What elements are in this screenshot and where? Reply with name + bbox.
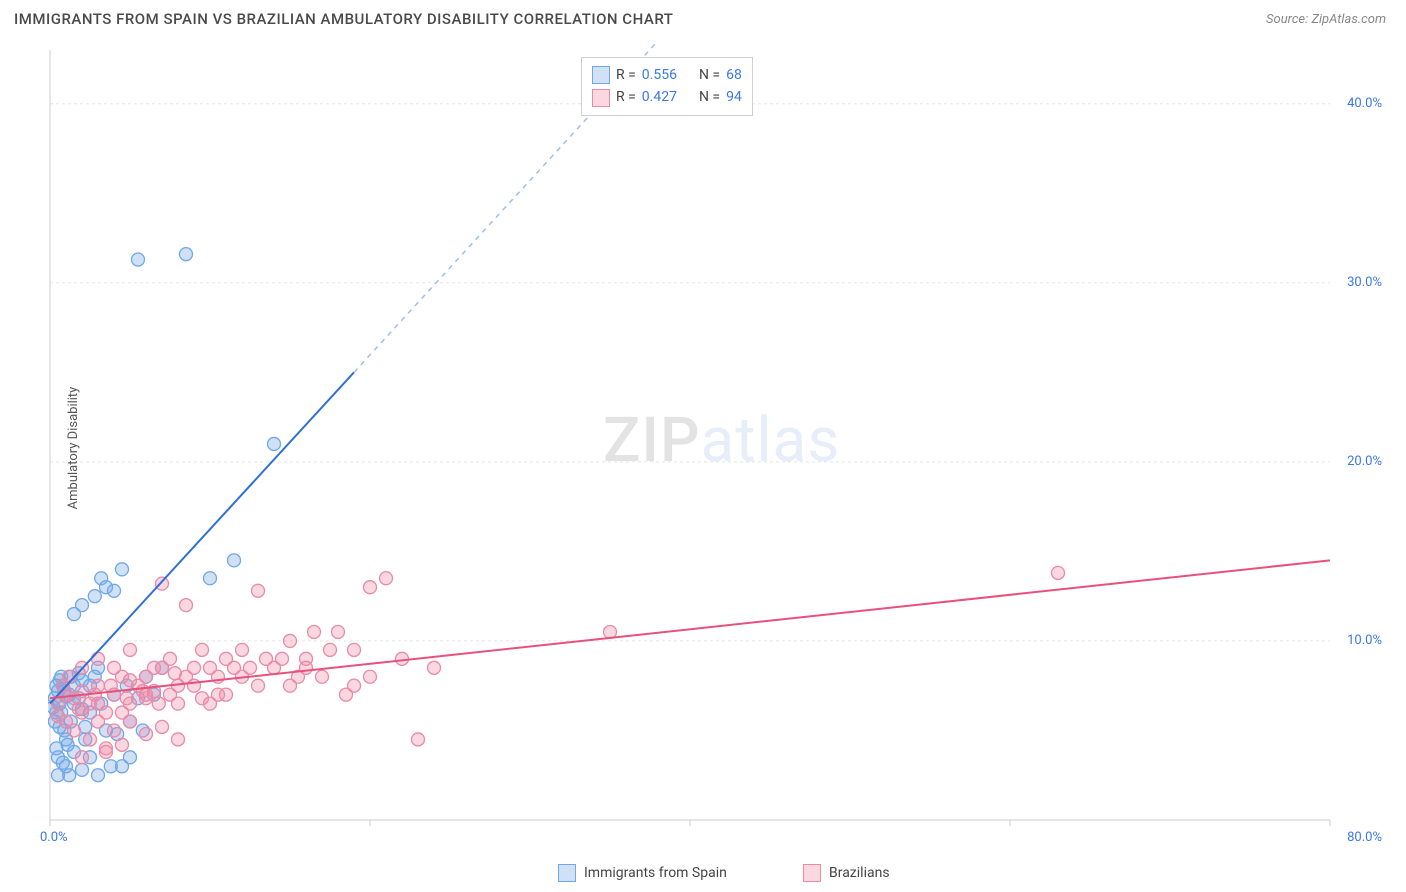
legend-label-spain: Immigrants from Spain bbox=[584, 865, 727, 881]
legend-swatch-brazil bbox=[803, 864, 821, 882]
y-tick-label: 40.0% bbox=[1347, 96, 1382, 111]
correlation-legend-box: R = 0.556 N = 68 R = 0.427 N = 94 bbox=[581, 57, 753, 116]
legend-row-spain: R = 0.556 N = 68 bbox=[592, 64, 742, 86]
legend-label-brazil: Brazilians bbox=[829, 865, 890, 881]
y-tick-label: 20.0% bbox=[1347, 454, 1382, 469]
legend-n-value-spain: 68 bbox=[726, 64, 742, 86]
bottom-legend-spain: Immigrants from Spain bbox=[558, 864, 727, 882]
legend-swatch-spain bbox=[558, 864, 576, 882]
source-label: Source: bbox=[1266, 12, 1308, 27]
source-name: ZipAtlas.com bbox=[1311, 12, 1386, 27]
chart-svg bbox=[48, 44, 1384, 852]
legend-r-value-brazil: 0.427 bbox=[642, 86, 677, 108]
x-tick-label: 0.0% bbox=[40, 830, 68, 845]
legend-n-label: N = bbox=[699, 86, 720, 108]
legend-r-label: R = bbox=[616, 86, 636, 108]
legend-n-value-brazil: 94 bbox=[726, 86, 742, 108]
chart-title: IMMIGRANTS FROM SPAIN VS BRAZILIAN AMBUL… bbox=[14, 10, 673, 28]
scatter-chart: Ambulatory Disability ZIPatlas R = 0.556… bbox=[48, 44, 1384, 852]
y-axis-label: Ambulatory Disability bbox=[66, 387, 81, 510]
y-tick-label: 10.0% bbox=[1347, 633, 1382, 648]
x-tick-label: 80.0% bbox=[1347, 830, 1382, 845]
legend-swatch-spain bbox=[592, 66, 610, 84]
legend-row-brazil: R = 0.427 N = 94 bbox=[592, 86, 742, 108]
legend-r-value-spain: 0.556 bbox=[642, 64, 677, 86]
bottom-legend-brazil: Brazilians bbox=[803, 864, 890, 882]
y-tick-label: 30.0% bbox=[1347, 275, 1382, 290]
legend-swatch-brazil bbox=[592, 89, 610, 107]
chart-header: IMMIGRANTS FROM SPAIN VS BRAZILIAN AMBUL… bbox=[0, 0, 1406, 36]
chart-source: Source: ZipAtlas.com bbox=[1266, 12, 1386, 27]
legend-r-label: R = bbox=[616, 64, 636, 86]
legend-n-label: N = bbox=[699, 64, 720, 86]
